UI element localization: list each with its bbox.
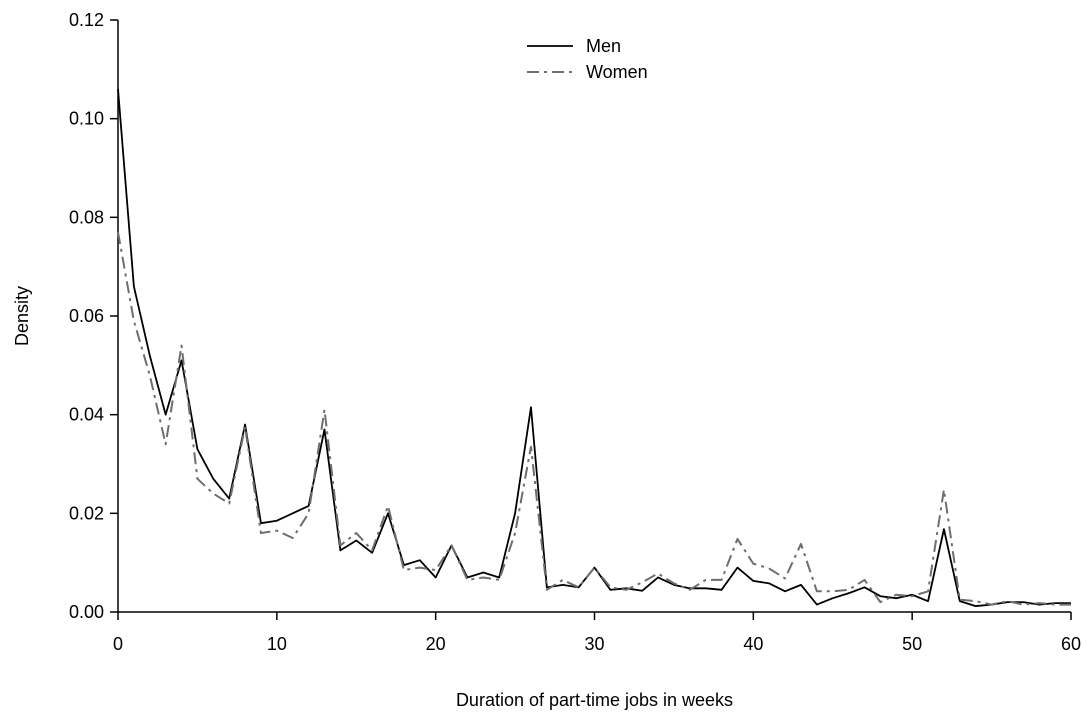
x-tick-label: 50 <box>902 634 922 654</box>
y-tick-label: 0.10 <box>69 109 104 129</box>
x-tick-label: 0 <box>113 634 123 654</box>
x-tick-label: 60 <box>1061 634 1081 654</box>
x-tick-label: 30 <box>584 634 604 654</box>
x-axis-title: Duration of part-time jobs in weeks <box>456 690 733 710</box>
y-tick-label: 0.08 <box>69 207 104 227</box>
y-axis-title: Density <box>12 286 32 346</box>
plot-lines <box>117 88 1071 607</box>
x-tick-label: 40 <box>743 634 763 654</box>
legend-label-women: Women <box>586 62 648 82</box>
x-axis: 0 10 20 30 40 50 60 <box>113 611 1081 654</box>
y-axis: 0.00 0.02 0.04 0.06 0.08 0.10 0.12 <box>69 10 119 622</box>
y-tick-label: 0.04 <box>69 405 104 425</box>
y-tick-label: 0.00 <box>69 602 104 622</box>
x-tick-label: 10 <box>267 634 287 654</box>
legend-label-men: Men <box>586 36 621 56</box>
x-tick-label: 20 <box>426 634 446 654</box>
series-line-women <box>117 231 1071 606</box>
y-tick-label: 0.02 <box>69 503 104 523</box>
y-tick-label: 0.12 <box>69 10 104 30</box>
series-line-men <box>117 88 1071 607</box>
legend: Men Women <box>527 36 648 82</box>
y-tick-label: 0.06 <box>69 306 104 326</box>
